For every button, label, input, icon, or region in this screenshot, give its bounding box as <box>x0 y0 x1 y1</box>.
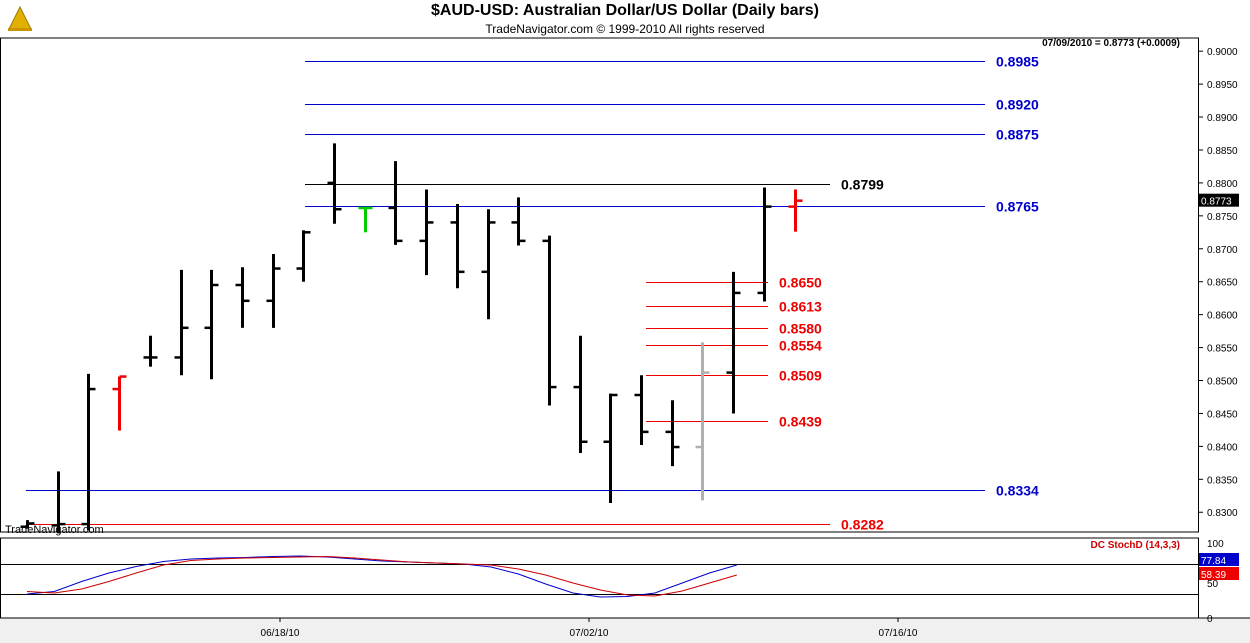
y-tick-label: 0.8950 <box>1207 80 1238 91</box>
level-label: 0.8282 <box>841 517 884 533</box>
y-tick-label: 0.9000 <box>1207 47 1238 58</box>
price-levels: 0.8985 0.8920 0.8875 0.8799 0.8765 0.8650 0.86… <box>26 54 1039 533</box>
stoch-tick-label: 100 <box>1207 539 1224 550</box>
level-label: 0.8554 <box>779 338 822 354</box>
tradenavigator-logo-icon <box>5 3 35 33</box>
chart-subtitle: TradeNavigator.com © 1999-2010 All right… <box>485 22 765 36</box>
level-label: 0.8920 <box>996 97 1039 113</box>
x-tick-label: 06/18/10 <box>261 628 300 639</box>
x-tick-label: 07/02/10 <box>570 628 609 639</box>
stochastic-panel: DC StochD (14,3,3) 100 50 0 77.84 58.39 <box>0 539 1239 625</box>
price-plot-area <box>0 37 1199 533</box>
level-label: 0.8650 <box>779 275 822 291</box>
y-tick-label: 0.8900 <box>1207 113 1238 124</box>
level-label: 0.8765 <box>996 199 1039 215</box>
level-label: 0.8613 <box>779 299 822 315</box>
stoch-k-label: 77.84 <box>1201 556 1226 567</box>
level-label: 0.8580 <box>779 321 822 337</box>
level-label: 0.8799 <box>841 177 884 193</box>
y-tick-label: 0.8500 <box>1207 377 1238 388</box>
stoch-tick-label: 50 <box>1207 579 1219 590</box>
date-price-readout: 07/09/2010 = 0.8773 (+0.0009) <box>1042 38 1180 49</box>
chart-title: $AUD-USD: Australian Dollar/US Dollar (D… <box>431 2 819 19</box>
price-bars <box>20 143 803 534</box>
y-tick-label: 0.8750 <box>1207 212 1238 223</box>
chart-frame: 07/09/2010 = 0.8773 (+0.0009) <box>0 37 1250 643</box>
stoch-plot-area <box>0 537 1199 619</box>
date-axis: 06/18/10 07/02/10 07/16/10 <box>261 618 918 639</box>
y-tick-label: 0.8300 <box>1207 508 1238 519</box>
date-axis-background <box>0 618 1250 643</box>
level-label: 0.8334 <box>996 483 1039 499</box>
level-label: 0.8875 <box>996 127 1039 143</box>
y-tick-label: 0.8850 <box>1207 146 1238 157</box>
stoch-d-line <box>26 555 737 597</box>
stoch-k-box <box>1199 553 1239 566</box>
y-tick-label: 0.8650 <box>1207 278 1238 289</box>
level-label: 0.8439 <box>779 414 822 430</box>
watermark: TradeNavigator.com <box>5 524 104 536</box>
y-tick-label: 0.8350 <box>1207 475 1238 486</box>
level-label: 0.8985 <box>996 54 1039 70</box>
y-tick-label: 0.8400 <box>1207 442 1238 453</box>
level-label: 0.8509 <box>779 368 822 384</box>
last-price-box <box>1199 193 1239 207</box>
last-price-label: 0.8773 <box>1201 197 1232 208</box>
price-axis: 0.9000 0.8950 0.8900 0.8850 0.8800 0.8750 0.87… <box>1198 47 1239 519</box>
y-tick-label: 0.8600 <box>1207 311 1238 322</box>
y-tick-label: 0.8800 <box>1207 179 1238 190</box>
y-tick-label: 0.8700 <box>1207 245 1238 256</box>
y-tick-label: 0.8550 <box>1207 344 1238 355</box>
stoch-d-label: 58.39 <box>1201 570 1226 581</box>
stoch-d-box <box>1199 567 1239 580</box>
stoch-tick-label: 0 <box>1207 614 1213 625</box>
x-tick-label: 07/16/10 <box>879 628 918 639</box>
stoch-name: DC StochD (14,3,3) <box>1091 540 1180 551</box>
y-tick-label: 0.8450 <box>1207 409 1238 420</box>
stoch-k-line <box>26 555 737 598</box>
